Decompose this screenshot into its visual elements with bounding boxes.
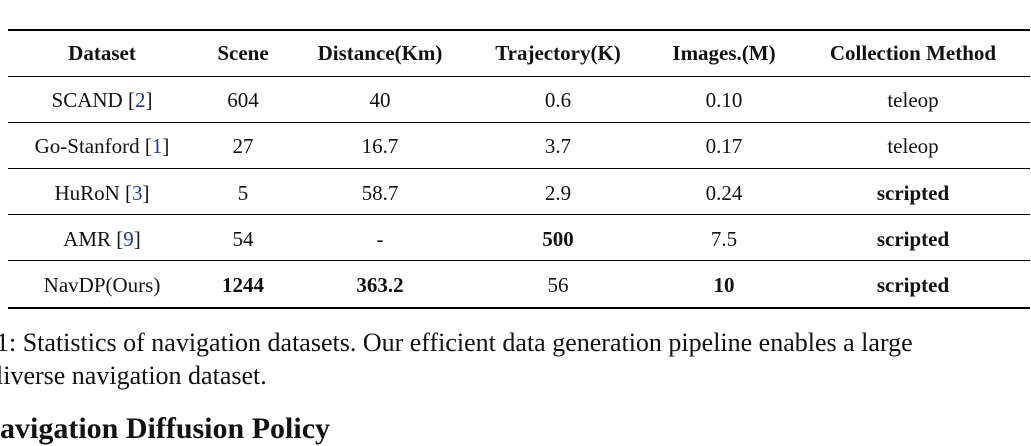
table-cell: 500 — [542, 226, 574, 251]
header-cell: Images.(M) — [672, 41, 776, 65]
citation: 1 — [151, 134, 163, 159]
table-cell: 363.2 — [356, 273, 404, 298]
row-rule — [8, 76, 1030, 77]
table-cell: Go-Stanford [1] — [35, 134, 170, 158]
table-cell: 0.24 — [705, 180, 743, 205]
table-cell: 7.5 — [710, 226, 738, 251]
page: {"table": { "header": ["Dataset", "Scene… — [0, 29, 1030, 445]
table-cell: 2.9 — [544, 180, 572, 205]
top-rule — [8, 29, 1030, 31]
citation: 9 — [123, 226, 134, 251]
table-cell: AMR [9] — [63, 227, 141, 251]
cell-text: HuRoN [ — [54, 180, 133, 205]
header-cell: Trajectory(K) — [495, 41, 621, 65]
table-cell: 0.10 — [705, 88, 743, 112]
caption-line: 1: Statistics of navigation datasets. Ou… — [0, 328, 913, 357]
table-cell: 16.7 — [361, 134, 399, 159]
cell-text: SCAND [ — [51, 88, 135, 112]
table-cell: 604 — [227, 88, 259, 112]
table-cell: HuRoN [3] — [54, 181, 149, 205]
section-heading: avigation Diffusion Policy — [0, 412, 331, 445]
table-cell: 56 — [547, 273, 569, 298]
table-cell: 27 — [232, 134, 254, 159]
citation: 3 — [132, 180, 143, 205]
table-cell: NavDP(Ours) — [43, 273, 161, 298]
cell-text: ] — [145, 88, 153, 112]
cell-text: ] — [133, 226, 141, 251]
row-rule — [8, 260, 1030, 261]
cell-text: ] — [162, 134, 170, 159]
table-cell: SCAND [2] — [52, 88, 153, 112]
row-rule — [8, 122, 1030, 123]
table-cell: teleop — [887, 88, 939, 112]
page-body: 1: Statistics of navigation datasets. Ou… — [0, 29, 1030, 445]
header-cell: Collection Method — [829, 41, 997, 65]
table-cell: 0.6 — [544, 88, 572, 112]
cell-text: ] — [142, 180, 150, 205]
cell-text: Go-Stanford [ — [34, 134, 152, 159]
table-cell: 0.17 — [705, 134, 743, 159]
table-cell: scripted — [876, 273, 950, 298]
table-cell: scripted — [876, 226, 950, 251]
caption-line: liverse navigation dataset. — [0, 361, 267, 390]
header-cell: Dataset — [68, 41, 136, 65]
table-cell: - — [376, 226, 384, 251]
table-cell: 58.7 — [361, 180, 399, 205]
header-cell: Distance(Km) — [317, 41, 443, 65]
cell-text: AMR [ — [63, 226, 124, 251]
table-cell: 3.7 — [544, 134, 572, 159]
bottom-rule — [8, 307, 1030, 309]
table-cell: 54 — [232, 226, 254, 251]
table-cell: teleop — [887, 134, 939, 159]
table-cell: 5 — [237, 180, 249, 205]
citation: 2 — [134, 88, 146, 112]
row-rule — [8, 168, 1030, 169]
table-cell: 40 — [369, 88, 391, 112]
header-cell: Scene — [217, 41, 269, 65]
row-rule — [8, 214, 1030, 215]
table-cell: 10 — [713, 273, 735, 298]
table-cell: scripted — [876, 180, 950, 205]
table-cell: 1244 — [222, 273, 264, 298]
